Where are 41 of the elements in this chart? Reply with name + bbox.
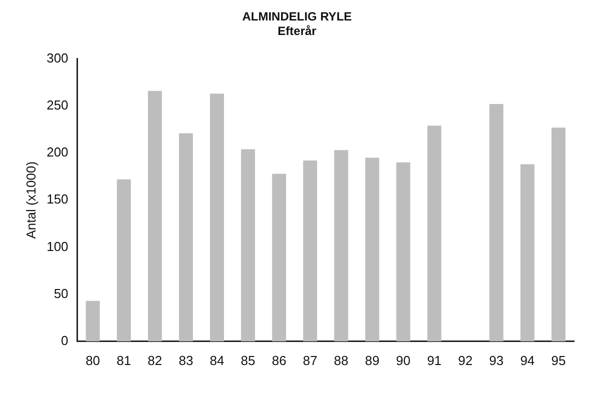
bar <box>241 149 256 342</box>
y-tick-label: 300 <box>46 50 68 66</box>
x-tick-label: 84 <box>210 352 224 368</box>
x-tick-label: 90 <box>396 352 410 368</box>
bar <box>178 133 193 342</box>
x-tick-label: 93 <box>489 352 504 368</box>
x-tick-label: 82 <box>148 352 162 368</box>
y-tick-label: 50 <box>54 286 68 301</box>
bar <box>427 126 442 342</box>
y-axis-title: Antal (x1000) <box>23 161 38 239</box>
bar <box>303 160 318 342</box>
x-tick-label: 86 <box>272 352 286 368</box>
y-tick-label: 0 <box>61 332 68 348</box>
x-tick-label: 89 <box>364 352 380 368</box>
x-tick-label: 80 <box>86 352 100 368</box>
bar <box>365 158 380 342</box>
bar <box>520 164 534 342</box>
y-tick-label: 250 <box>46 97 68 112</box>
chart-title: ALMINDELIG RYLE <box>242 10 352 24</box>
bar <box>396 162 410 342</box>
bar <box>148 90 162 342</box>
x-tick-label: 91 <box>427 352 442 368</box>
bar <box>489 104 504 342</box>
bar <box>210 94 224 342</box>
x-tick-label: 88 <box>334 352 348 368</box>
x-tick-label: 85 <box>240 352 256 368</box>
bar <box>551 128 566 342</box>
x-tick-label: 87 <box>302 352 318 368</box>
x-tick-label: 83 <box>178 352 194 368</box>
bar <box>86 300 100 342</box>
x-tick-label: 81 <box>116 352 132 368</box>
bar <box>116 179 131 342</box>
x-tick-label: 94 <box>520 352 535 368</box>
chart-subtitle: Efterår <box>278 24 317 38</box>
y-tick-label: 150 <box>46 192 68 207</box>
x-tick-label: 92 <box>458 352 473 368</box>
bar <box>334 150 348 342</box>
y-tick-label: 200 <box>46 144 68 160</box>
bar <box>272 174 286 342</box>
y-tick-label: 100 <box>46 238 68 254</box>
x-tick-label: 95 <box>551 352 566 368</box>
